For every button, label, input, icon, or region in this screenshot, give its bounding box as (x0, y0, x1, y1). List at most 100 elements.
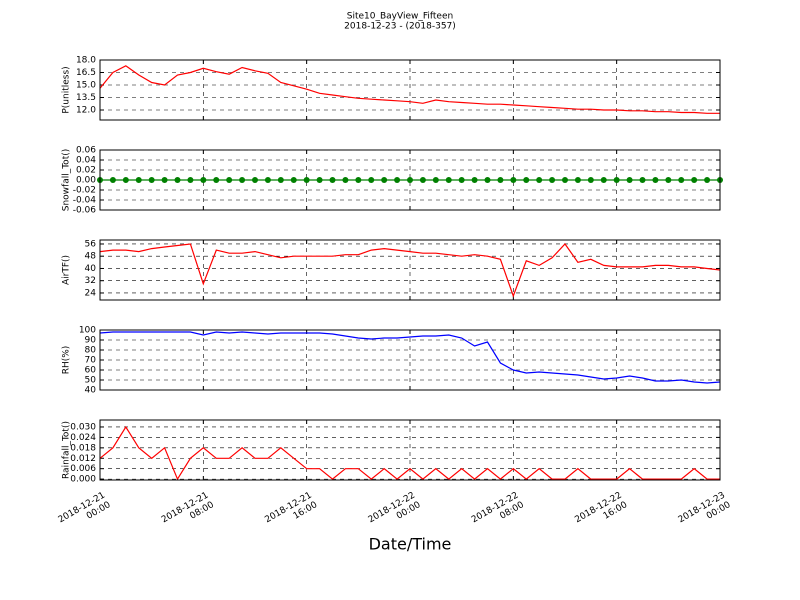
y-axis-label: P(unitless) (62, 66, 72, 113)
series-point (342, 177, 349, 183)
series-point (148, 177, 155, 183)
y-tick-label: -0.04 (73, 196, 97, 206)
series-point (329, 177, 336, 183)
series-point (381, 177, 388, 183)
y-tick-label: 0.030 (70, 422, 96, 432)
y-tick-label: 40 (85, 386, 97, 396)
y-tick-label: 80 (85, 346, 97, 356)
y-tick-label: -0.02 (73, 186, 96, 196)
y-tick-label: 0.04 (76, 156, 96, 166)
plot-frame (99, 59, 721, 121)
x-tick-label: 2018-12-2116:00 (263, 490, 319, 534)
series-point (355, 177, 362, 183)
series-line (99, 243, 721, 298)
y-axis-label: RH(%) (62, 346, 72, 375)
x-axis-label: Date/Time (369, 535, 452, 554)
y-tick-label: 48 (85, 252, 97, 262)
x-tick-label: 2018-12-2100:00 (56, 490, 112, 534)
plot-frame (99, 239, 721, 301)
series-point (200, 177, 207, 183)
series-point (407, 177, 413, 183)
y-tick-label: 18.0 (76, 56, 96, 66)
y-tick-label: 0.006 (70, 464, 96, 474)
y-tick-label: 13.5 (76, 93, 96, 103)
series-point (600, 177, 607, 183)
y-tick-label: 70 (85, 356, 97, 366)
x-tick-label: 2018-12-2216:00 (573, 490, 629, 534)
series-point (484, 177, 491, 183)
plot-frame (99, 419, 721, 481)
y-tick-label: 24 (85, 288, 97, 298)
y-tick-label: 0.024 (70, 433, 96, 443)
y-tick-label: 60 (85, 366, 97, 376)
series-point (704, 177, 711, 183)
y-tick-label: -0.06 (73, 206, 97, 216)
y-tick-label: 0.06 (76, 146, 96, 156)
series-line (99, 331, 721, 384)
series-point (665, 177, 672, 183)
y-axis-label: Snowfall_Tot() (62, 149, 72, 212)
y-tick-label: 40 (85, 264, 97, 274)
series-point (562, 177, 568, 183)
series-point (445, 177, 452, 183)
series-point (277, 177, 284, 183)
series-point (536, 177, 543, 183)
y-tick-label: 16.5 (76, 68, 96, 78)
series-point (368, 177, 375, 183)
series-point (652, 177, 659, 183)
x-tick-label: 2018-12-2200:00 (366, 490, 422, 534)
series-line (99, 65, 720, 114)
series-point (290, 177, 297, 183)
series-point (626, 177, 633, 183)
figure-title: Site10_BayView_Fifteen (347, 12, 453, 22)
y-axis-label: AirTF() (62, 255, 72, 285)
y-tick-label: 50 (85, 376, 97, 386)
y-tick-label: 32 (85, 276, 96, 286)
series-point (226, 177, 233, 183)
series-point (678, 177, 685, 183)
series-point (135, 177, 142, 183)
series-point (187, 177, 194, 183)
series-point (432, 177, 439, 183)
y-tick-label: 12.0 (76, 106, 96, 116)
y-tick-label: 0.012 (70, 454, 96, 464)
plot-frame (99, 329, 721, 391)
series-point (587, 177, 594, 183)
series-point (419, 177, 426, 183)
series-point (264, 177, 271, 183)
plot-frame (99, 149, 721, 211)
series-point (549, 177, 556, 183)
y-tick-label: 100 (79, 326, 96, 336)
y-tick-label: 0.00 (76, 176, 96, 186)
series-point (303, 177, 310, 183)
series-point (109, 177, 116, 183)
series-point (213, 177, 220, 183)
y-tick-label: 0.02 (76, 166, 96, 176)
series-point (613, 177, 620, 183)
x-tick-label: 2018-12-2208:00 (470, 490, 526, 534)
y-tick-label: 90 (85, 336, 97, 346)
y-tick-label: 56 (85, 239, 97, 249)
series-point (316, 177, 323, 183)
y-tick-label: 15.0 (76, 81, 96, 91)
series-point (239, 177, 246, 183)
series-point (394, 177, 401, 183)
series-point (639, 177, 646, 183)
y-tick-label: 0.000 (70, 475, 96, 485)
series-point (252, 177, 258, 183)
y-tick-label: 0.018 (70, 443, 96, 453)
series-point (458, 177, 465, 183)
x-tick-label: 2018-12-2108:00 (160, 490, 216, 534)
series-point (574, 177, 581, 183)
series-point (510, 177, 517, 183)
series-point (691, 177, 698, 183)
series-point (523, 177, 530, 183)
series-point (174, 177, 181, 183)
y-axis-label: Rainfall_Tot() (62, 421, 72, 479)
series-point (161, 177, 168, 183)
series-point (471, 177, 478, 183)
series-point (122, 177, 129, 183)
series-line (99, 425, 720, 481)
series-point (497, 177, 504, 183)
